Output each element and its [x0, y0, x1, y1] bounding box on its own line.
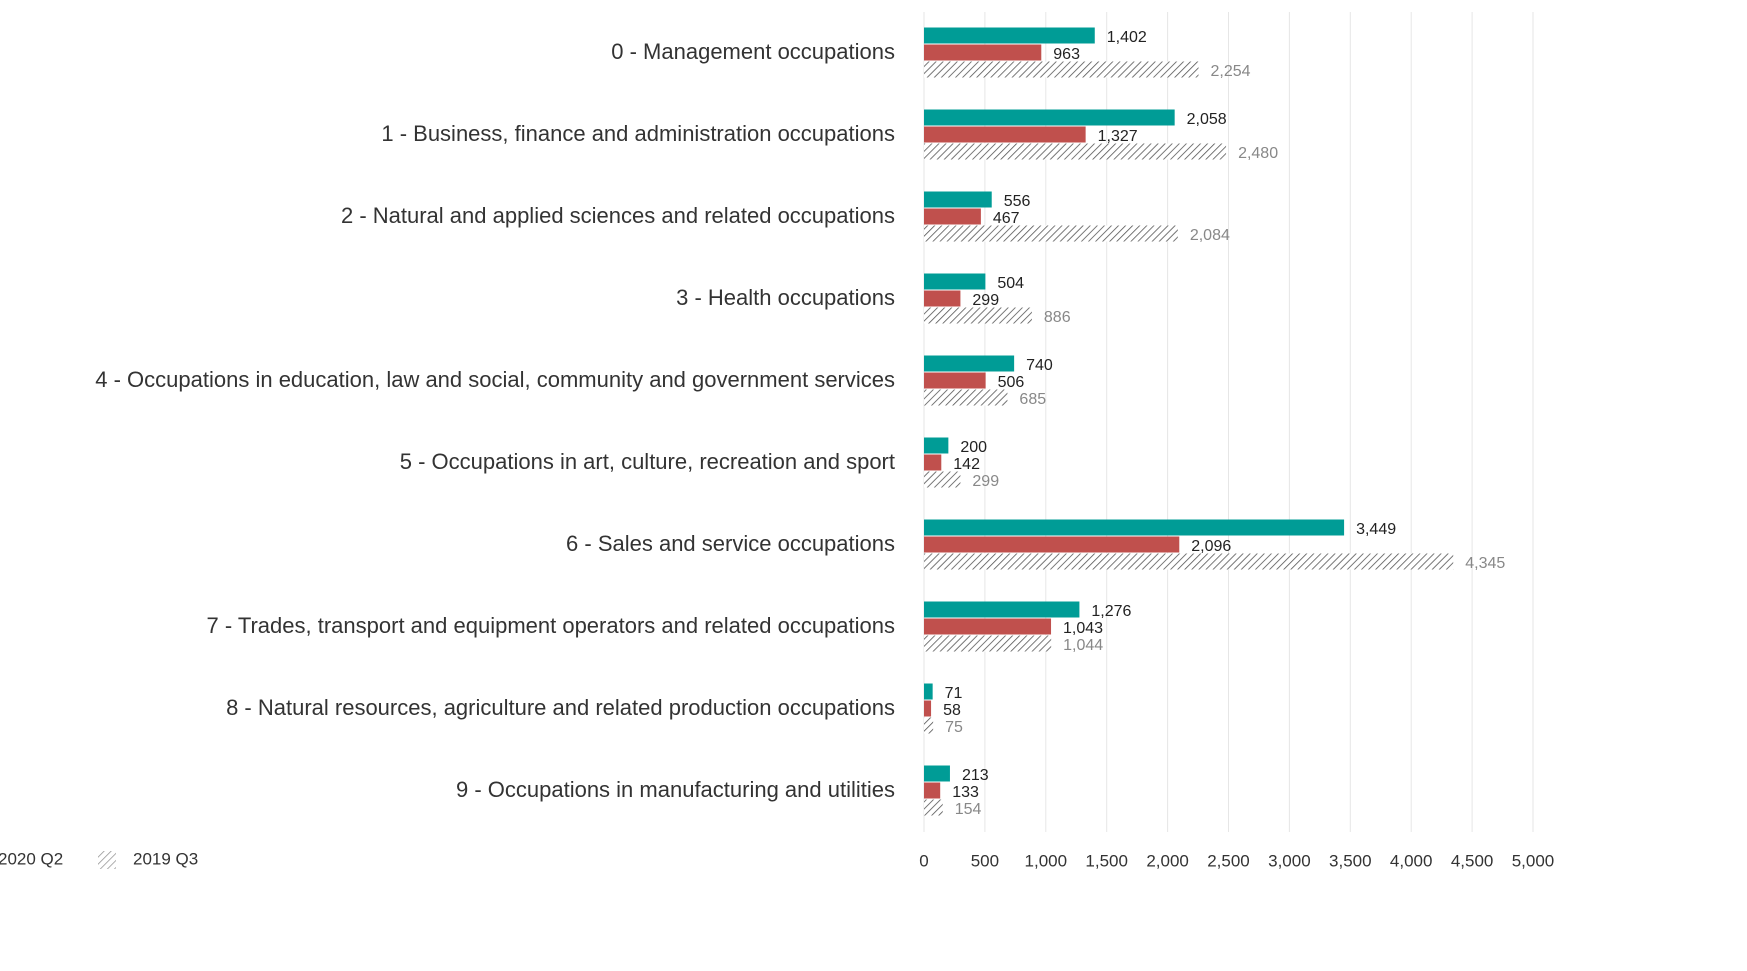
category-label: 0 - Management occupations: [611, 39, 895, 64]
bar: [924, 143, 1227, 160]
value-label: 299: [972, 473, 999, 490]
bar: [924, 225, 1178, 242]
category-label: 7 - Trades, transport and equipment oper…: [206, 613, 895, 638]
value-label: 1,276: [1091, 603, 1131, 620]
value-label: 4,345: [1465, 555, 1505, 572]
bar: [924, 717, 934, 734]
bar: [924, 765, 950, 782]
bar: [924, 307, 1032, 324]
bar: [924, 355, 1015, 372]
bar: [924, 454, 942, 471]
x-tick-label: 4,500: [1451, 851, 1494, 870]
bar: [924, 389, 1008, 406]
value-label: 1,044: [1063, 637, 1103, 654]
bar: [924, 372, 986, 389]
x-tick-label: 1,500: [1085, 851, 1128, 870]
value-label: 2,096: [1191, 538, 1231, 555]
value-label: 556: [1004, 193, 1031, 210]
legend-swatch: [98, 851, 116, 869]
value-label: 71: [945, 685, 963, 702]
value-label: 1,043: [1063, 620, 1103, 637]
x-tick-label: 3,000: [1268, 851, 1311, 870]
x-tick-label: 4,000: [1390, 851, 1433, 870]
bar: [924, 191, 992, 208]
value-label: 886: [1044, 309, 1071, 326]
x-tick-label: 2,000: [1146, 851, 1189, 870]
bar: [924, 27, 1095, 44]
value-label: 75: [945, 719, 963, 736]
value-label: 1,327: [1098, 128, 1138, 145]
legend-label: 2019 Q3: [133, 849, 198, 868]
bar: [924, 782, 941, 799]
value-label: 2,480: [1238, 145, 1278, 162]
bar: [924, 519, 1345, 536]
category-label: 6 - Sales and service occupations: [566, 531, 895, 556]
value-label: 2,254: [1211, 63, 1251, 80]
x-tick-label: 1,000: [1025, 851, 1068, 870]
x-tick-label: 0: [919, 851, 928, 870]
category-label: 3 - Health occupations: [676, 285, 895, 310]
bar: [924, 683, 933, 700]
value-label: 1,402: [1107, 29, 1147, 46]
bar: [924, 109, 1175, 126]
bar: [924, 471, 961, 488]
value-label: 2,084: [1190, 227, 1230, 244]
bar: [924, 126, 1086, 143]
bar: [924, 290, 961, 307]
bar: [924, 799, 943, 816]
value-label: 740: [1026, 357, 1053, 374]
x-tick-label: 500: [971, 851, 999, 870]
value-label: 467: [993, 210, 1020, 227]
bar: [924, 635, 1052, 652]
category-label: 1 - Business, finance and administration…: [381, 121, 895, 146]
bar: [924, 618, 1052, 635]
value-label: 58: [943, 702, 961, 719]
category-label: 5 - Occupations in art, culture, recreat…: [400, 449, 895, 474]
value-label: 142: [953, 456, 980, 473]
value-label: 299: [972, 292, 999, 309]
value-label: 154: [955, 801, 982, 818]
legend-label: 2020 Q2: [0, 849, 63, 868]
bar: [924, 700, 932, 717]
bar: [924, 601, 1080, 618]
value-label: 2,058: [1187, 111, 1227, 128]
value-label: 685: [1019, 391, 1046, 408]
value-label: 133: [952, 784, 979, 801]
category-label: 2 - Natural and applied sciences and rel…: [341, 203, 895, 228]
category-label: 4 - Occupations in education, law and so…: [95, 367, 895, 392]
value-label: 504: [997, 275, 1024, 292]
category-label: 8 - Natural resources, agriculture and r…: [226, 695, 895, 720]
x-tick-label: 3,500: [1329, 851, 1372, 870]
bar: [924, 553, 1454, 570]
value-label: 213: [962, 767, 989, 784]
bar: [924, 44, 1042, 61]
bar: [924, 437, 949, 454]
bar: [924, 536, 1180, 553]
bar: [924, 273, 986, 290]
bar: [924, 208, 981, 225]
value-label: 3,449: [1356, 521, 1396, 538]
value-label: 506: [998, 374, 1025, 391]
bar: [924, 61, 1199, 78]
category-label: 9 - Occupations in manufacturing and uti…: [456, 777, 895, 802]
x-tick-label: 5,000: [1512, 851, 1555, 870]
value-label: 963: [1053, 46, 1080, 63]
value-label: 200: [960, 439, 987, 456]
x-tick-label: 2,500: [1207, 851, 1250, 870]
